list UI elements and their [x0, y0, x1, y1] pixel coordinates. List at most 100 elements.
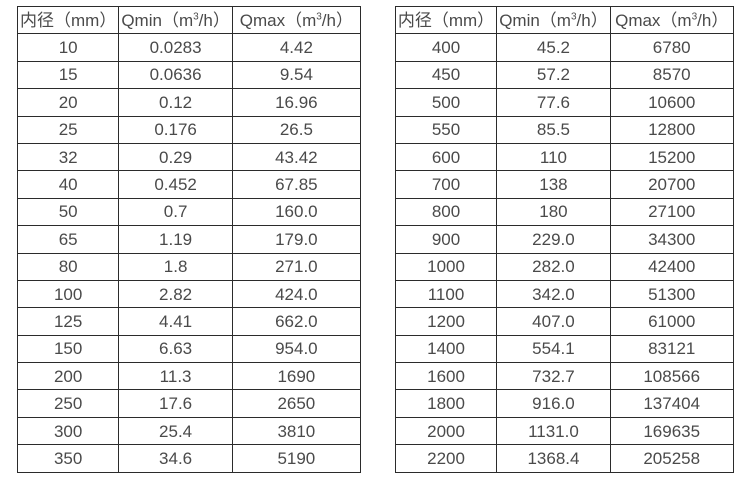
- table-row: 32 0.29 43.42: [16, 142, 361, 172]
- table-row: 600 110 15200: [394, 142, 734, 172]
- table-cell: 150: [16, 334, 120, 364]
- table-cell: 2650: [231, 389, 361, 418]
- table-cell: 77.6: [496, 88, 611, 117]
- table-cell: 42400: [609, 252, 734, 281]
- table-row: 1000 282.0 42400: [394, 252, 734, 281]
- table-row: 1800 916.0 137404: [394, 389, 734, 418]
- table-cell: 83121: [609, 334, 734, 364]
- table-row: 300 25.4 3810: [16, 416, 361, 446]
- table-cell: 160.0: [231, 197, 361, 227]
- table-cell: 51300: [609, 279, 734, 309]
- table-cell: 6780: [609, 33, 734, 62]
- table-row: 350 34.6 5190: [16, 444, 361, 473]
- table-cell: 110: [496, 142, 611, 172]
- table-row: 50 0.7 160.0: [16, 197, 361, 227]
- table-cell: 179.0: [231, 225, 361, 254]
- table-cell: 900: [394, 225, 498, 254]
- table-row: 1600 732.7 108566: [394, 362, 734, 391]
- table-cell: 40: [16, 170, 120, 199]
- table-cell: 1800: [394, 389, 498, 418]
- table-body: 10 0.0283 4.42 15 0.0636 9.54 20 0.12 16.96 25 0.1…: [16, 33, 361, 473]
- table-cell: 916.0: [496, 389, 611, 418]
- table-cell: 800: [394, 197, 498, 227]
- table-cell: 205258: [609, 444, 734, 473]
- table-cell: 45.2: [496, 33, 611, 62]
- table-row: 40 0.452 67.85: [16, 170, 361, 199]
- column-header-2: Qmax（m3/h）: [609, 5, 734, 35]
- table-cell: 550: [394, 115, 498, 144]
- superscript: 3: [193, 11, 199, 23]
- table-row: 1100 342.0 51300: [394, 279, 734, 309]
- table-row: 800 180 27100: [394, 197, 734, 227]
- table-cell: 0.176: [118, 115, 233, 144]
- table-cell: 169635: [609, 416, 734, 446]
- table-row: 15 0.0636 9.54: [16, 60, 361, 90]
- table-cell: 26.5: [231, 115, 361, 144]
- table-header: 内径（mm） Qmin（m3/h） Qmax（m3/h）: [394, 5, 734, 35]
- table-cell: 1.8: [118, 252, 233, 281]
- table-cell: 8570: [609, 60, 734, 90]
- table-cell: 10600: [609, 88, 734, 117]
- table-cell: 282.0: [496, 252, 611, 281]
- table-cell: 400: [394, 33, 498, 62]
- table-cell: 27100: [609, 197, 734, 227]
- table-cell: 0.29: [118, 142, 233, 172]
- table-cell: 407.0: [496, 307, 611, 336]
- table-cell: 662.0: [231, 307, 361, 336]
- table-cell: 34.6: [118, 444, 233, 473]
- table-row: 100 2.82 424.0: [16, 279, 361, 309]
- flow-range-table-left: 内径（mm） Qmin（m3/h） Qmax（m3/h） 10 0.0283 4.42 15…: [16, 5, 361, 473]
- table-row: 400 45.2 6780: [394, 33, 734, 62]
- table-cell: 20: [16, 88, 120, 117]
- table-row: 700 138 20700: [394, 170, 734, 199]
- table-cell: 15: [16, 60, 120, 90]
- table-cell: 250: [16, 389, 120, 418]
- table-cell: 6.63: [118, 334, 233, 364]
- table-row: 450 57.2 8570: [394, 60, 734, 90]
- table-cell: 4.42: [231, 33, 361, 62]
- table-cell: 2200: [394, 444, 498, 473]
- flow-range-table-right: 内径（mm） Qmin（m3/h） Qmax（m3/h） 400 45.2 6780 450…: [394, 5, 734, 473]
- table-cell: 1.19: [118, 225, 233, 254]
- table-cell: 25.4: [118, 416, 233, 446]
- table-cell: 20700: [609, 170, 734, 199]
- table-cell: 100: [16, 279, 120, 309]
- table-cell: 43.42: [231, 142, 361, 172]
- table-row: 2200 1368.4 205258: [394, 444, 734, 473]
- table-row: 65 1.19 179.0: [16, 225, 361, 254]
- column-header-2: Qmax（m3/h）: [231, 5, 361, 35]
- table-cell: 271.0: [231, 252, 361, 281]
- table-cell: 2000: [394, 416, 498, 446]
- table-row: 150 6.63 954.0: [16, 334, 361, 364]
- table-cell: 0.7: [118, 197, 233, 227]
- table-cell: 0.0283: [118, 33, 233, 62]
- table-row: 200 11.3 1690: [16, 362, 361, 391]
- superscript: 3: [691, 11, 698, 23]
- table-row: 125 4.41 662.0: [16, 307, 361, 336]
- table-cell: 0.452: [118, 170, 233, 199]
- table-cell: 1100: [394, 279, 498, 309]
- table-cell: 50: [16, 197, 120, 227]
- table-cell: 32: [16, 142, 120, 172]
- table-cell: 1400: [394, 334, 498, 364]
- table-cell: 0.0636: [118, 60, 233, 90]
- column-header-1: Qmin（m3/h）: [118, 5, 233, 35]
- table-cell: 17.6: [118, 389, 233, 418]
- table-cell: 342.0: [496, 279, 611, 309]
- table-row: 20 0.12 16.96: [16, 88, 361, 117]
- table-cell: 700: [394, 170, 498, 199]
- table-cell: 3810: [231, 416, 361, 446]
- table-cell: 732.7: [496, 362, 611, 391]
- table-cell: 85.5: [496, 115, 611, 144]
- table-cell: 61000: [609, 307, 734, 336]
- table-row: 550 85.5 12800: [394, 115, 734, 144]
- table-cell: 1368.4: [496, 444, 611, 473]
- table-cell: 80: [16, 252, 120, 281]
- table-cell: 954.0: [231, 334, 361, 364]
- table-cell: 1600: [394, 362, 498, 391]
- table-row: 900 229.0 34300: [394, 225, 734, 254]
- table-cell: 600: [394, 142, 498, 172]
- table-header: 内径（mm） Qmin（m3/h） Qmax（m3/h）: [16, 5, 361, 35]
- table-row: 1400 554.1 83121: [394, 334, 734, 364]
